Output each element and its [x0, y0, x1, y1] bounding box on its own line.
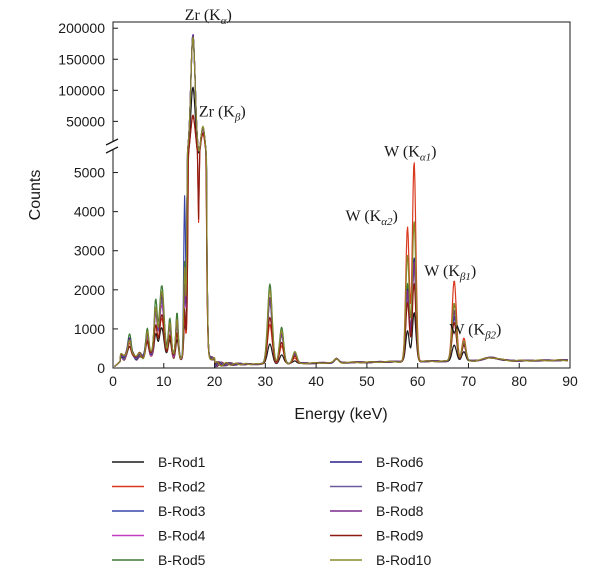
x-tick-label: 30: [258, 373, 274, 389]
legend-label: B-Rod5: [158, 552, 206, 568]
x-tick-label: 70: [461, 373, 477, 389]
legend-label: B-Rod10: [376, 552, 431, 568]
series-layer: [114, 34, 568, 368]
y-tick-label: 2000: [74, 282, 105, 298]
plot-frame: [112, 21, 571, 369]
legend: B-Rod1 B-Rod2 B-Rod3 B-Rod4 B-Rod5 B-Rod6 B-Ro…: [112, 454, 431, 568]
legend-label: B-Rod2: [158, 479, 206, 495]
peak-annotation: Zr (Kα): [185, 7, 232, 27]
legend-label: B-Rod7: [376, 479, 424, 495]
legend-label: B-Rod3: [158, 503, 206, 519]
y-tick-label: 100000: [58, 82, 105, 98]
x-tick-label: 90: [562, 373, 578, 389]
y-tick-label: 150000: [58, 51, 105, 67]
peak-annotation: W (Kα1): [384, 144, 436, 164]
peak-annotation: Zr (Kβ): [199, 103, 246, 123]
y-axis-title: Counts: [27, 170, 44, 221]
peak-annotation: W (Kα2): [346, 208, 398, 228]
x-tick-label: 50: [359, 373, 375, 389]
peak-annotation: W (Kβ1): [424, 263, 476, 283]
legend-label: B-Rod6: [376, 454, 424, 470]
y-tick-label: 0: [97, 360, 105, 376]
x-tick-label: 0: [109, 373, 117, 389]
legend-label: B-Rod1: [158, 454, 206, 470]
x-tick-label: 20: [207, 373, 223, 389]
axis-break-mark: [105, 138, 119, 146]
x-tick-label: 60: [410, 373, 426, 389]
legend-label: B-Rod4: [158, 528, 206, 544]
axis-break-mark: [105, 146, 119, 154]
legend-label: B-Rod8: [376, 503, 424, 519]
x-tick-label: 10: [156, 373, 172, 389]
y-tick-label: 50000: [66, 113, 105, 129]
series-line-b-rod3: [114, 34, 568, 368]
y-tick-label: 5000: [74, 165, 105, 181]
annotation-layer: Zr (Kα) Zr (Kβ) W (Kα1) W (Kα2) W (Kβ1) W (Kβ…: [185, 7, 502, 341]
axes-layer: 0 10 20 30 40 50 60 70 80 90 0 1000 2000 3000 4000 5000…: [58, 20, 578, 389]
x-tick-label: 80: [511, 373, 527, 389]
x-tick-label: 40: [308, 373, 324, 389]
peak-annotation: W (Kβ2): [449, 322, 501, 342]
series-line-b-rod10: [114, 36, 568, 368]
y-tick-label: 4000: [74, 204, 105, 220]
y-tick-label: 3000: [74, 243, 105, 259]
axis-break-gap: [105, 142, 117, 150]
y-tick-label: 200000: [58, 20, 105, 36]
y-tick-label: 1000: [74, 321, 105, 337]
x-axis-title: Energy (keV): [294, 406, 387, 423]
legend-label: B-Rod9: [376, 528, 424, 544]
